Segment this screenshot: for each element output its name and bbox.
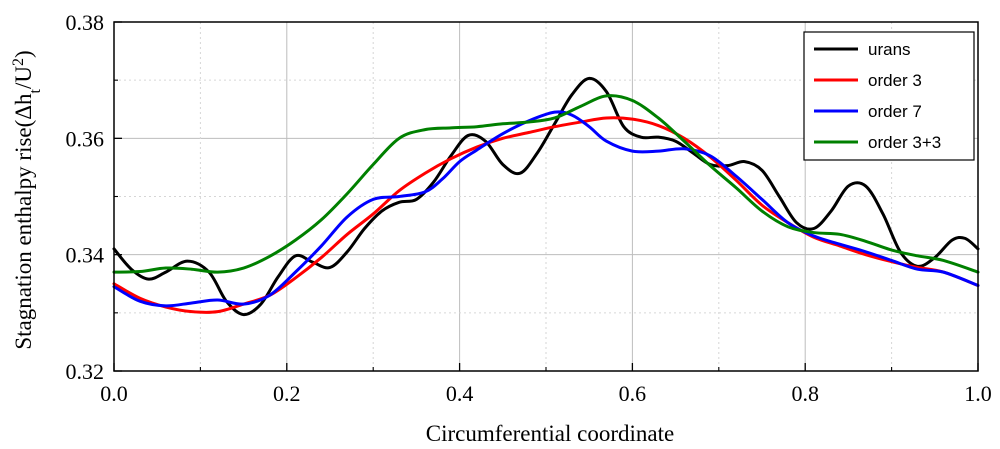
legend-label-order-3: order 3 [868,71,922,90]
y-tick-label: 0.32 [66,359,105,384]
legend: urans order 3 order 7 order 3+3 [803,31,975,161]
x-tick-label: 0.8 [791,381,819,406]
y-tick-label: 0.34 [66,243,105,268]
x-tick-label: 0.0 [100,381,128,406]
x-tick-label: 1.0 [964,381,992,406]
y-axis-title-mid: /U [11,66,36,89]
x-tick-labels: 0.0 0.2 0.4 0.6 0.8 1.0 [100,381,992,406]
axis-ticks [113,21,979,372]
y-axis-title: Stagnation enthalpy rise(Δht/U2) [10,50,44,349]
y-axis-title-sup: 2 [10,58,27,66]
y-axis-title-sub: t [27,88,44,93]
legend-label-order-7: order 7 [868,102,922,121]
y-tick-label: 0.38 [66,10,105,35]
series-group [112,76,980,317]
x-tick-label: 0.2 [273,381,301,406]
x-axis-title: Circumferential coordinate [426,421,674,446]
y-axis-title-prefix: Stagnation enthalpy rise(Δh [11,93,36,350]
legend-box [803,31,975,161]
series-line-order-3-3 [112,94,980,274]
legend-label-urans: urans [868,40,911,59]
x-tick-label: 0.4 [446,381,474,406]
y-tick-labels: 0.32 0.34 0.36 0.38 [66,10,105,384]
legend-label-order-3-3: order 3+3 [868,133,941,152]
y-tick-label: 0.36 [66,126,105,151]
series-line-order-7 [112,110,980,308]
y-axis-title-suffix: ) [11,50,36,58]
x-tick-label: 0.6 [619,381,647,406]
